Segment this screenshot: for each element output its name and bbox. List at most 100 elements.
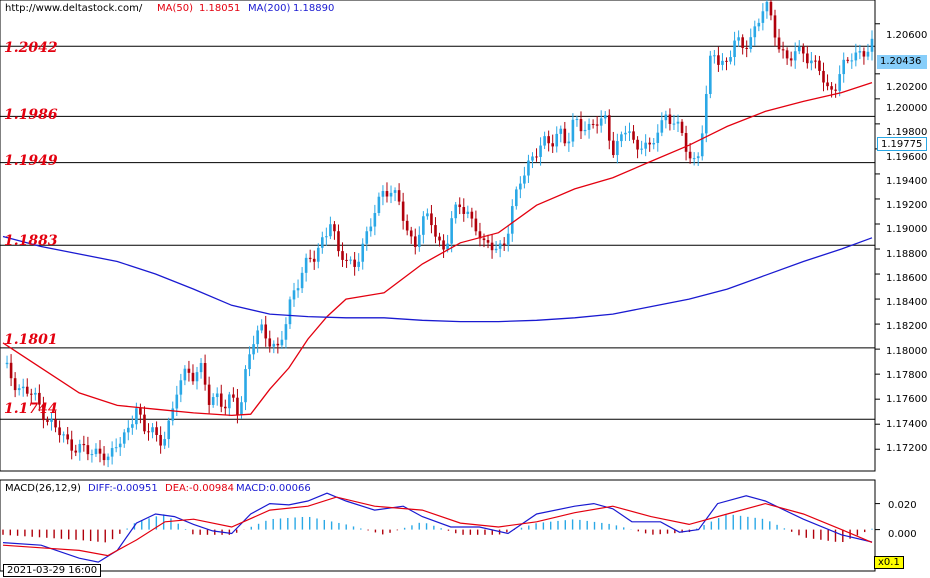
candle-body (38, 392, 41, 405)
candle-body (793, 51, 797, 61)
candle-body (401, 201, 405, 221)
candle-body (304, 257, 308, 273)
candle-body (830, 86, 833, 90)
level-label-2: 1.1986 (4, 107, 58, 123)
candle-body (636, 139, 639, 150)
candle-body (579, 119, 583, 132)
candle-body (725, 60, 728, 62)
ma50-label: MA(50) (157, 3, 193, 14)
candle-body (543, 136, 546, 146)
candle-body (797, 46, 801, 52)
candle-body (397, 190, 401, 202)
candle-body (656, 132, 660, 143)
candle-body (215, 393, 219, 398)
candle-body (591, 123, 595, 125)
candle-body (769, 1, 773, 16)
candle-body (98, 448, 102, 454)
candle-body (510, 206, 514, 234)
candle-body (240, 402, 243, 415)
candle-body (264, 324, 268, 339)
level-label-3: 1.1949 (4, 153, 58, 169)
candle-body (704, 94, 708, 134)
candle-body (486, 240, 490, 243)
candle-body (531, 156, 534, 161)
zoom-button[interactable]: x0.1 (874, 556, 904, 569)
candle-body (692, 158, 696, 160)
candle-body (321, 237, 324, 248)
candle-body (5, 362, 9, 365)
candle-body (25, 386, 29, 394)
candle-body (539, 145, 542, 157)
candle-body (211, 397, 215, 405)
candle-body (155, 427, 158, 435)
candle-body (834, 89, 837, 91)
price-tick: 1.20600 (886, 30, 928, 41)
candle-body (292, 290, 296, 300)
current-price-tag: 1.20436 (877, 55, 927, 69)
candle-body (672, 123, 676, 125)
candle-body (163, 439, 166, 446)
price-tick: 1.18800 (886, 249, 928, 260)
candle-body (664, 114, 668, 121)
candle-body (498, 243, 502, 249)
candle-body (300, 272, 304, 289)
candle-body (357, 261, 360, 267)
candle-body (733, 40, 736, 58)
candle-body (721, 60, 724, 65)
candle-body (426, 213, 429, 217)
candle-body (191, 372, 195, 382)
candle-body (846, 59, 850, 61)
candle-body (684, 133, 688, 152)
candle-body (850, 60, 854, 62)
macd-tick: 0.020 (888, 500, 917, 511)
candle-body (361, 243, 365, 262)
candle-body (482, 238, 486, 241)
candle-body (349, 259, 352, 261)
candle-body (151, 427, 154, 433)
candle-body (519, 183, 522, 190)
candle-body (139, 408, 142, 415)
candle-body (478, 231, 482, 239)
price-tick: 1.19200 (886, 200, 928, 211)
candle-body (135, 408, 138, 425)
candle-body (858, 51, 862, 53)
candle-body (599, 118, 603, 126)
candle-body (316, 247, 320, 262)
candle-body (502, 243, 506, 245)
candle-body (94, 448, 98, 455)
candle-body (571, 119, 575, 142)
candle-body (632, 131, 635, 140)
candle-body (506, 233, 510, 245)
candle-body (680, 121, 684, 134)
candle-body (219, 393, 223, 407)
secondary-price-tag: 1.19775 (877, 137, 927, 151)
candle-body (175, 394, 179, 409)
candle-body (34, 392, 37, 395)
candle-body (741, 37, 744, 48)
dea-line (2, 496, 873, 557)
ma200-label: MA(200) (248, 3, 291, 14)
candle-body (337, 231, 340, 252)
candle-body (236, 397, 239, 415)
candle-body (66, 434, 69, 440)
candle-body (826, 82, 829, 87)
candle-body (228, 394, 231, 409)
candle-body (381, 191, 385, 197)
candle-body (559, 128, 563, 134)
candle-body (462, 207, 466, 214)
candle-body (595, 124, 599, 126)
macd-value: MACD:0.00066 (236, 483, 311, 494)
candle-body (668, 114, 672, 124)
candle-body (640, 148, 643, 150)
candle-body (268, 338, 272, 347)
candle-body (806, 53, 809, 64)
candle-body (660, 120, 664, 133)
price-tick: 1.19400 (886, 176, 928, 187)
candle-body (260, 324, 263, 331)
candle-body (58, 427, 61, 436)
level-label-4: 1.1883 (4, 233, 58, 249)
ma200-value: 1.18890 (293, 3, 335, 14)
candle-body (167, 420, 171, 440)
site-url[interactable]: http://www.deltastock.com/ (5, 3, 143, 14)
